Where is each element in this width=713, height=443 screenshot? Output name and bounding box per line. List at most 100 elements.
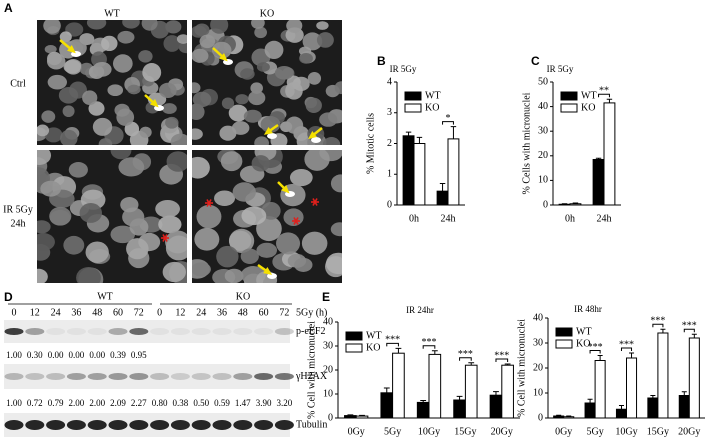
y-tick-label: 0	[328, 412, 333, 423]
lane-label: 48	[92, 307, 102, 318]
arrow-head	[67, 45, 76, 54]
band	[274, 328, 294, 335]
legend-label: KO	[581, 102, 595, 113]
band	[254, 373, 274, 380]
nucleus	[216, 245, 239, 268]
lane-label: 24	[196, 307, 206, 318]
nucleus	[79, 203, 102, 223]
nucleus	[37, 233, 55, 251]
band	[25, 373, 45, 380]
error-bar	[595, 157, 602, 160]
nucleus	[330, 222, 342, 237]
nucleus	[221, 97, 235, 110]
nucleus	[138, 50, 153, 63]
quantification: 2.27	[131, 398, 147, 408]
bar	[355, 415, 369, 419]
nucleus	[229, 230, 252, 251]
asterisk	[293, 217, 299, 225]
nucleus	[228, 104, 248, 122]
nucleus	[116, 108, 135, 126]
nucleus	[37, 268, 48, 283]
nucleus	[122, 207, 145, 227]
lane-unit: 5Gy (h)	[296, 307, 327, 318]
row-label: 24h	[11, 218, 26, 229]
nucleus	[192, 48, 209, 63]
error-bar	[420, 399, 427, 403]
quantification: 0.72	[27, 398, 43, 408]
quantification: 0.39	[110, 350, 126, 360]
bar	[413, 143, 426, 206]
bar	[615, 408, 628, 419]
y-axis-label: % Cells with micronuclei	[521, 92, 532, 194]
lane-label: 24	[51, 307, 61, 318]
bar	[558, 203, 571, 206]
nucleus	[220, 151, 243, 172]
nucleus	[285, 82, 303, 100]
panel-letter: D	[4, 290, 13, 304]
quantification: 1.00	[6, 398, 22, 408]
nucleus	[283, 208, 304, 227]
nucleus	[37, 150, 52, 165]
band	[129, 373, 149, 380]
band	[25, 328, 45, 335]
mitotic-cell	[267, 273, 277, 279]
nucleus	[307, 72, 322, 85]
legend-label: WT	[581, 90, 597, 101]
nucleus	[49, 206, 72, 226]
significance-bracket	[589, 350, 601, 354]
blot-label: Tubulin	[296, 419, 327, 430]
error-bar	[383, 387, 390, 393]
asterisk	[312, 198, 318, 206]
nucleus	[276, 232, 301, 255]
significance-bracket	[620, 347, 633, 351]
nucleus	[299, 52, 313, 64]
nucleus	[43, 20, 61, 34]
error-bar	[660, 328, 666, 333]
band	[4, 373, 24, 380]
nucleus	[141, 20, 158, 31]
significance: ***	[650, 316, 665, 327]
micrograph	[37, 20, 187, 145]
y-tick-label: 10	[538, 175, 548, 186]
row-label: IR 5Gy	[3, 204, 33, 215]
band	[87, 373, 107, 380]
x-tick-label: 10Gy	[615, 426, 637, 437]
quantification: 0.00	[89, 350, 105, 360]
nucleus	[118, 157, 145, 177]
nucleus	[127, 84, 141, 95]
nucleus	[319, 112, 338, 127]
nucleus	[241, 206, 267, 226]
nucleus	[40, 180, 62, 197]
chart-title: IR 5Gy	[390, 64, 417, 74]
micrograph	[192, 20, 342, 145]
legend-label: KO	[576, 338, 590, 349]
nucleus	[254, 26, 267, 39]
panel-letter: A	[4, 1, 13, 15]
panel-letter: E	[322, 290, 330, 304]
nucleus	[274, 66, 294, 80]
band	[191, 420, 211, 430]
bar	[453, 399, 466, 419]
nucleus	[142, 63, 162, 82]
x-tick-label: 20Gy	[678, 426, 700, 437]
legend-swatch	[404, 103, 422, 113]
error-bar	[597, 355, 603, 361]
nucleus	[85, 241, 109, 263]
y-tick-label: 30	[323, 340, 333, 351]
arrow-head	[150, 99, 159, 108]
error-bar	[493, 391, 499, 396]
band	[66, 373, 86, 380]
bar	[569, 203, 582, 206]
error-bar	[606, 98, 613, 103]
column-label: KO	[260, 8, 274, 19]
band	[66, 328, 86, 335]
nucleus	[60, 129, 78, 145]
y-tick-label: 2	[387, 138, 392, 149]
band	[150, 328, 170, 335]
x-tick-label: 5Gy	[384, 426, 401, 437]
nucleus	[170, 133, 187, 145]
nucleus	[46, 53, 66, 70]
error-bar	[681, 391, 687, 396]
nucleus	[243, 109, 262, 123]
